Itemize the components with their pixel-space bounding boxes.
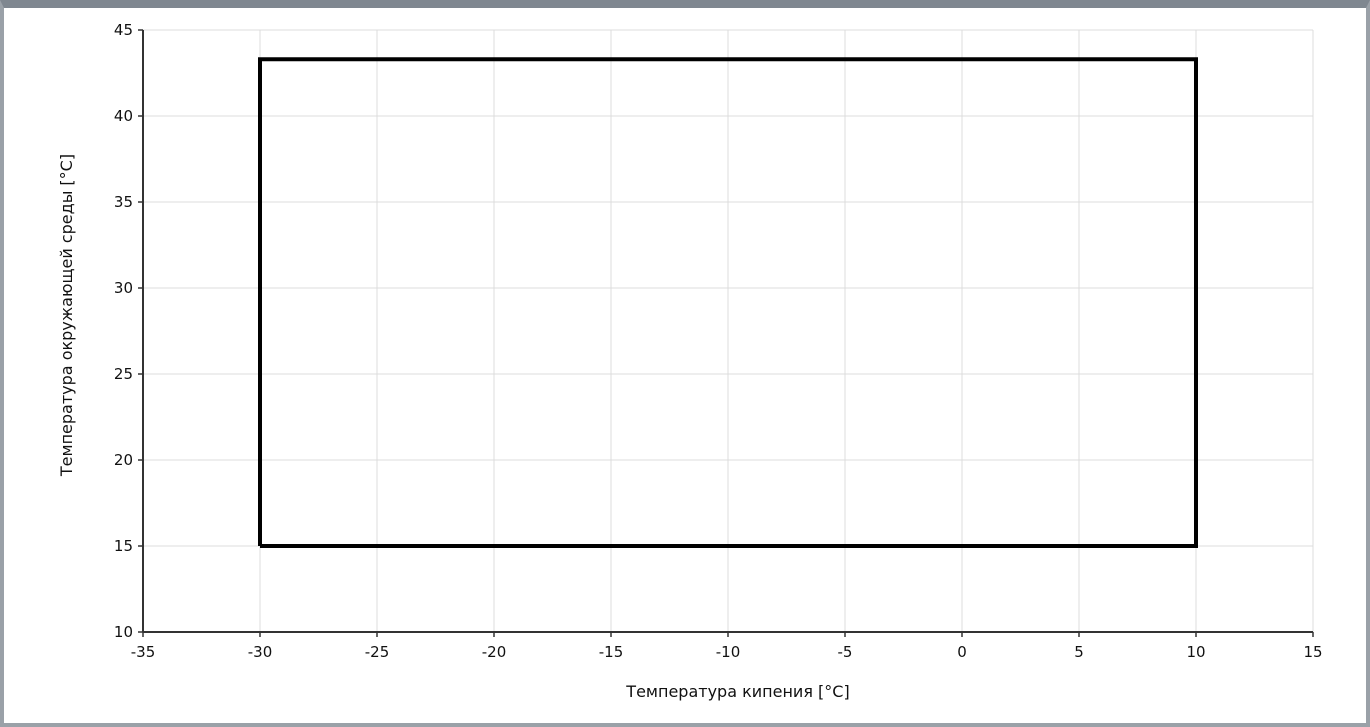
envelope-line — [258, 57, 1198, 548]
x-tick-label: -25 — [365, 643, 390, 661]
x-axis-label: Температура кипения [°C] — [625, 682, 849, 701]
x-tick-label: 15 — [1303, 643, 1322, 661]
x-tick-label: 0 — [957, 643, 967, 661]
y-axis-label: Температура окружающей среды [°C] — [57, 154, 76, 477]
y-tick-label: 20 — [114, 451, 133, 469]
axes — [138, 29, 1314, 637]
y-tick-label: 30 — [114, 279, 133, 297]
x-tick-label: -10 — [716, 643, 741, 661]
x-tick-label: 10 — [1186, 643, 1205, 661]
x-tick-label: -35 — [131, 643, 156, 661]
data-series — [258, 57, 1198, 548]
y-tick-label: 10 — [114, 623, 133, 641]
x-tick-label: -30 — [248, 643, 273, 661]
y-tick-label: 15 — [114, 537, 133, 555]
tick-labels: -35 -30 -25 -20 -15 -10 -5 0 5 10 15 10 15 20 25 30 35 40… — [114, 21, 1323, 661]
x-tick-label: -5 — [838, 643, 853, 661]
x-tick-label: -20 — [482, 643, 507, 661]
y-tick-label: 40 — [114, 107, 133, 125]
x-tick-label: -15 — [599, 643, 624, 661]
grid-lines — [142, 29, 1314, 633]
y-tick-label: 25 — [114, 365, 133, 383]
x-tick-label: 5 — [1074, 643, 1084, 661]
y-tick-label: 35 — [114, 193, 133, 211]
y-tick-label: 45 — [114, 21, 133, 39]
